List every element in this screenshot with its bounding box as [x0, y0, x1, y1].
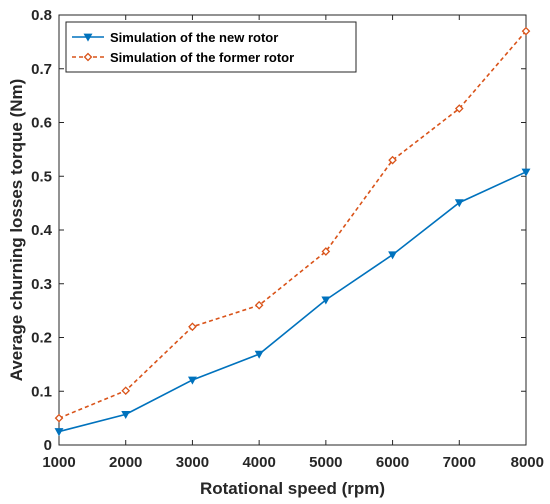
- data-point: [321, 296, 331, 305]
- data-point: [454, 104, 464, 113]
- legend-marker: [83, 33, 93, 42]
- data-point: [454, 199, 464, 208]
- data-point: [254, 300, 264, 310]
- y-tick-label: 0.6: [31, 115, 52, 132]
- data-point: [188, 322, 197, 332]
- data-point: [254, 350, 264, 359]
- data-point: [121, 410, 131, 419]
- x-tick-label: 5000: [309, 454, 342, 471]
- legend-box: [65, 21, 357, 73]
- data-point: [388, 155, 397, 165]
- legend-entry: Simulation of the former rotor: [72, 50, 294, 65]
- x-tick-label: 3000: [176, 454, 209, 471]
- x-tick-label: 4000: [242, 454, 275, 471]
- data-point: [54, 413, 64, 423]
- data-point: [521, 168, 531, 177]
- data-point: [54, 428, 64, 437]
- data-point: [321, 247, 331, 256]
- series-line: [58, 171, 527, 433]
- y-axis-ticks: 0 0.1 0.2 0.3 0.4 0.5 0.6 0.7 0.8: [31, 7, 526, 454]
- plot-area-box: [58, 14, 527, 446]
- y-tick-label: 0.8: [31, 7, 52, 24]
- x-tick-label: 1000: [42, 454, 75, 471]
- legend: Simulation of the new rotor Simulation of…: [65, 21, 357, 73]
- data-point: [521, 26, 531, 36]
- data-point: [388, 251, 398, 260]
- y-tick-label: 0.2: [31, 330, 52, 347]
- y-tick-label: 0.4: [31, 222, 53, 239]
- x-tick-label: 8000: [511, 454, 544, 471]
- y-tick-label: 0.1: [31, 383, 52, 400]
- series-line: [58, 30, 527, 419]
- series-former-rotor: [54, 26, 531, 423]
- plot-frame: [58, 14, 527, 446]
- x-axis-label: Rotational speed (rpm): [200, 479, 385, 498]
- y-tick-label: 0.5: [31, 168, 52, 185]
- legend-entry: Simulation of the new rotor: [72, 30, 278, 45]
- data-point: [121, 386, 131, 396]
- legend-label: Simulation of the former rotor: [110, 50, 294, 65]
- legend-label: Simulation of the new rotor: [110, 30, 278, 45]
- legend-marker: [83, 52, 93, 62]
- y-axis-label: Average churning losses torque (Nm): [7, 79, 26, 382]
- x-axis-ticks: 1000 2000 3000 4000 5000 6000 7000 8000: [42, 15, 544, 471]
- x-tick-label: 7000: [443, 454, 476, 471]
- y-tick-label: 0: [44, 437, 52, 454]
- series-layer: [54, 26, 531, 437]
- y-tick-label: 0.3: [31, 276, 52, 293]
- x-tick-label: 2000: [109, 454, 142, 471]
- x-tick-label: 6000: [376, 454, 409, 471]
- data-point: [187, 376, 197, 385]
- series-new-rotor: [54, 168, 531, 437]
- y-tick-label: 0.7: [31, 61, 52, 78]
